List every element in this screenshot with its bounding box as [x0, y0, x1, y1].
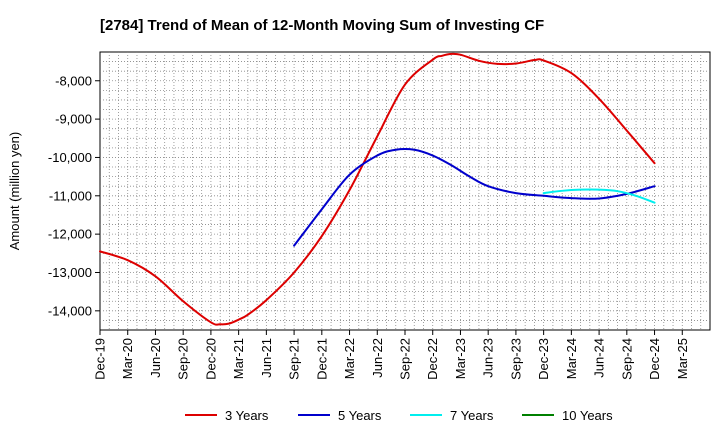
x-tick-label: Mar-21 — [231, 338, 246, 379]
x-tick-label: Mar-22 — [342, 338, 357, 379]
x-tick-label: Dec-21 — [314, 338, 329, 380]
x-tick-label: Dec-23 — [536, 338, 551, 380]
x-tick-label: Jun-21 — [259, 338, 274, 378]
series-line-3-years — [99, 52, 656, 326]
legend: 3 Years 5 Years 7 Years 10 Years — [185, 408, 613, 423]
series-line-7-years — [542, 188, 656, 204]
y-tick-label: -9,000 — [55, 112, 92, 127]
y-tick-label: -8,000 — [55, 73, 92, 88]
x-tick-label: Sep-21 — [287, 338, 302, 380]
chart-title: [2784] Trend of Mean of 12-Month Moving … — [100, 17, 544, 34]
series-line-5-years — [293, 148, 656, 247]
y-tick-label: -12,000 — [48, 227, 92, 242]
legend-label-3-years: 3 Years — [225, 408, 269, 423]
x-tick-label: Sep-23 — [508, 338, 523, 380]
x-tick-label: Sep-24 — [619, 338, 634, 380]
legend-label-10-years: 10 Years — [562, 408, 613, 423]
x-tick-label: Dec-19 — [93, 338, 108, 380]
x-tick-label: Sep-20 — [176, 338, 191, 380]
x-tick-label: Jun-24 — [592, 338, 607, 378]
x-tick-label: Jun-23 — [481, 338, 496, 378]
y-tick-label: -10,000 — [48, 150, 92, 165]
axes: -14,000 -13,000 -12,000 -11,000 -10,000 -9,00… — [48, 73, 690, 380]
x-tick-label: Jun-20 — [148, 338, 163, 378]
series-lines — [99, 52, 656, 326]
x-tick-label: Mar-20 — [120, 338, 135, 379]
y-tick-label: -14,000 — [48, 303, 92, 318]
x-tick-label: Mar-23 — [453, 338, 468, 379]
y-tick-label: -11,000 — [49, 188, 92, 203]
x-tick-label: Dec-22 — [425, 338, 440, 380]
legend-label-7-years: 7 Years — [450, 408, 494, 423]
x-tick-label: Mar-25 — [675, 338, 690, 379]
legend-label-5-years: 5 Years — [338, 408, 382, 423]
x-tick-label: Dec-20 — [203, 338, 218, 380]
x-tick-label: Mar-24 — [564, 338, 579, 379]
y-axis-label: Amount (million yen) — [7, 132, 22, 251]
x-tick-label: Sep-22 — [398, 338, 413, 380]
x-tick-label: Jun-22 — [370, 338, 385, 378]
y-tick-label: -13,000 — [48, 265, 92, 280]
x-tick-label: Dec-24 — [647, 338, 662, 380]
